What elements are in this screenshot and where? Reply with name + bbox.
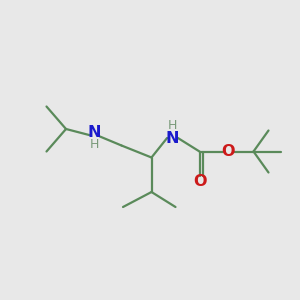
Text: N: N	[166, 131, 179, 146]
Text: O: O	[221, 144, 235, 159]
Text: O: O	[193, 174, 206, 189]
Text: N: N	[88, 125, 101, 140]
Text: H: H	[90, 138, 99, 151]
Text: H: H	[168, 118, 177, 132]
